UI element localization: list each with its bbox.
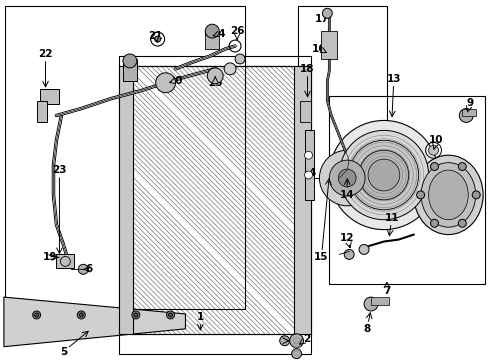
Circle shape [224, 63, 236, 75]
Circle shape [416, 191, 424, 199]
Circle shape [319, 150, 374, 206]
Bar [297, 6, 386, 178]
Text: 23: 23 [52, 165, 66, 175]
Text: 7: 7 [383, 286, 390, 296]
Text: 8: 8 [363, 324, 370, 334]
Circle shape [304, 171, 312, 179]
Ellipse shape [420, 163, 475, 227]
Text: 4: 4 [308, 168, 316, 178]
Circle shape [33, 311, 41, 319]
Circle shape [457, 163, 466, 171]
Circle shape [427, 145, 438, 155]
Circle shape [358, 244, 368, 255]
Circle shape [458, 109, 472, 122]
Bar [461, 109, 475, 117]
Circle shape [429, 163, 438, 171]
Bar [40, 89, 60, 104]
Text: 5: 5 [60, 347, 67, 357]
Circle shape [339, 130, 427, 220]
Text: 25: 25 [207, 78, 222, 88]
Circle shape [457, 219, 466, 227]
Text: 15: 15 [313, 252, 328, 262]
Text: 19: 19 [42, 252, 57, 262]
Circle shape [79, 313, 83, 317]
Bar [37, 100, 46, 122]
Text: 11: 11 [384, 213, 398, 223]
Circle shape [168, 313, 172, 317]
Circle shape [291, 349, 301, 359]
Bar [370, 297, 388, 305]
Text: 16: 16 [311, 44, 326, 54]
Circle shape [134, 313, 138, 317]
Ellipse shape [427, 170, 468, 220]
Text: 9: 9 [466, 98, 473, 108]
Text: 10: 10 [428, 135, 443, 145]
Text: 13: 13 [386, 74, 400, 84]
Circle shape [338, 169, 355, 187]
Circle shape [154, 36, 161, 42]
Bar [122, 59, 137, 81]
Circle shape [304, 151, 312, 159]
Circle shape [132, 311, 140, 319]
Circle shape [328, 121, 438, 230]
Circle shape [322, 8, 332, 18]
Circle shape [207, 68, 223, 84]
Circle shape [364, 297, 377, 311]
Text: 26: 26 [229, 26, 244, 36]
Circle shape [155, 73, 175, 93]
Text: 6: 6 [85, 264, 93, 274]
Bar [205, 31, 219, 49]
Bar [131, 66, 294, 334]
Circle shape [279, 336, 289, 346]
Text: 3: 3 [279, 336, 286, 346]
Text: 17: 17 [314, 14, 329, 24]
Circle shape [367, 159, 399, 191]
Circle shape [429, 219, 438, 227]
Text: 21: 21 [148, 31, 163, 41]
Circle shape [358, 150, 408, 200]
Circle shape [348, 140, 418, 210]
Circle shape [77, 311, 85, 319]
Bar [293, 66, 311, 334]
Circle shape [328, 160, 365, 196]
Circle shape [166, 311, 174, 319]
Bar [299, 100, 311, 122]
Circle shape [471, 191, 479, 199]
Text: 20: 20 [168, 76, 183, 86]
Text: 14: 14 [339, 190, 354, 200]
Bar [119, 56, 311, 354]
Bar [304, 130, 314, 200]
Circle shape [205, 24, 219, 38]
Ellipse shape [413, 155, 482, 235]
Circle shape [235, 54, 244, 64]
Bar [5, 6, 244, 309]
Circle shape [122, 54, 137, 68]
Text: 1: 1 [196, 312, 203, 322]
Text: 12: 12 [339, 233, 354, 243]
Text: 22: 22 [38, 49, 53, 59]
Text: 18: 18 [300, 64, 314, 74]
Bar [119, 66, 133, 334]
Circle shape [78, 264, 88, 274]
Circle shape [35, 313, 39, 317]
Polygon shape [4, 297, 185, 347]
Circle shape [344, 249, 353, 260]
Bar [321, 31, 337, 59]
Text: 24: 24 [210, 29, 225, 39]
Circle shape [289, 334, 303, 348]
Text: 2: 2 [302, 334, 309, 344]
Bar [328, 96, 484, 284]
Bar [131, 66, 294, 334]
Bar [56, 255, 74, 268]
